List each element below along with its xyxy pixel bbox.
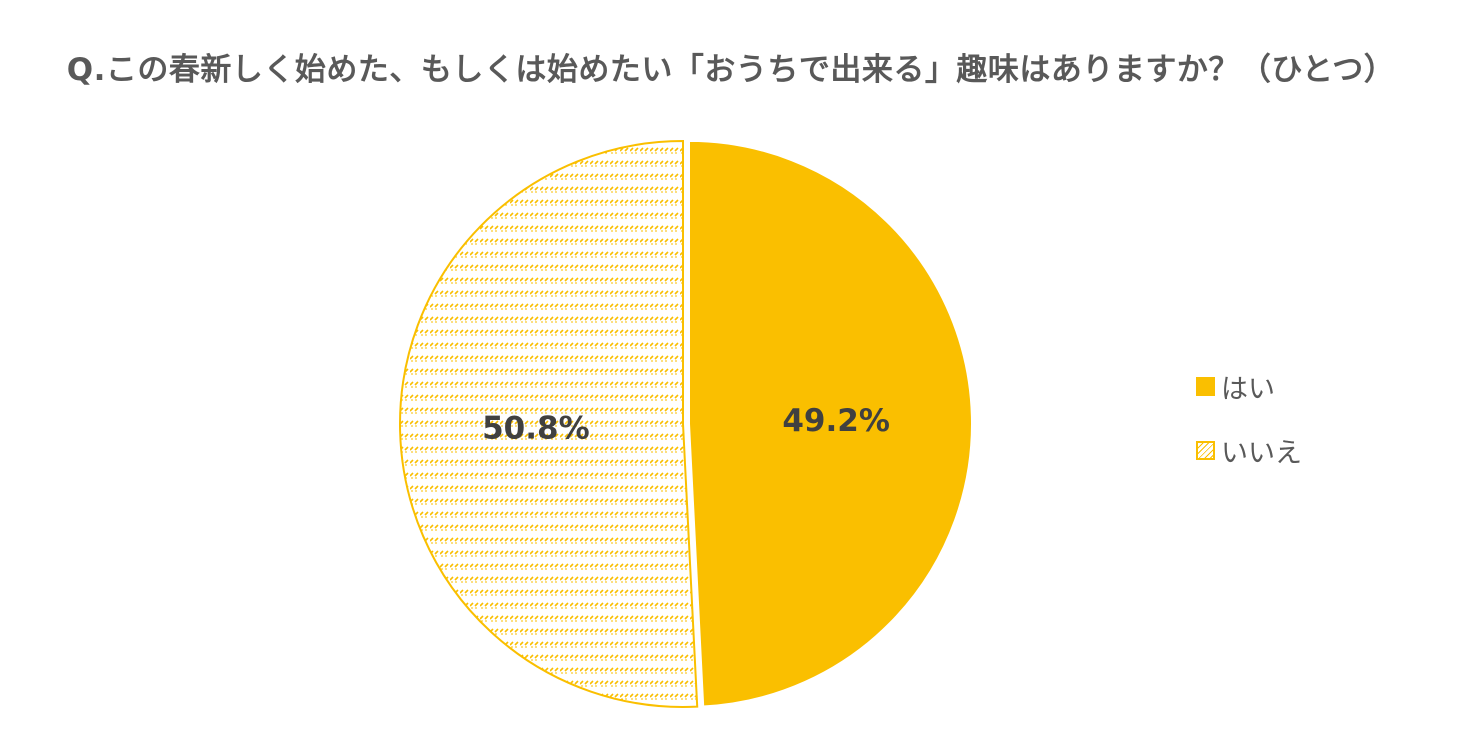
legend: はい いいえ <box>1196 368 1302 496</box>
pie-slice-yes <box>687 139 974 708</box>
legend-label-no: いいえ <box>1221 437 1302 469</box>
data-label-yes: 49.2% <box>782 403 890 439</box>
legend-label-yes: はい <box>1221 373 1275 405</box>
pie-slice-no <box>399 139 699 708</box>
legend-item-yes: はい <box>1196 368 1302 405</box>
data-label-no: 50.8% <box>482 411 590 447</box>
legend-swatch-yes <box>1196 376 1215 396</box>
legend-swatch-no <box>1196 440 1215 460</box>
legend-item-no: いいえ <box>1196 432 1302 469</box>
chart-title: Q.この春新しく始めた、もしくは始めたい「おうちで出来る」趣味はありますか？（ひ… <box>66 52 1396 88</box>
